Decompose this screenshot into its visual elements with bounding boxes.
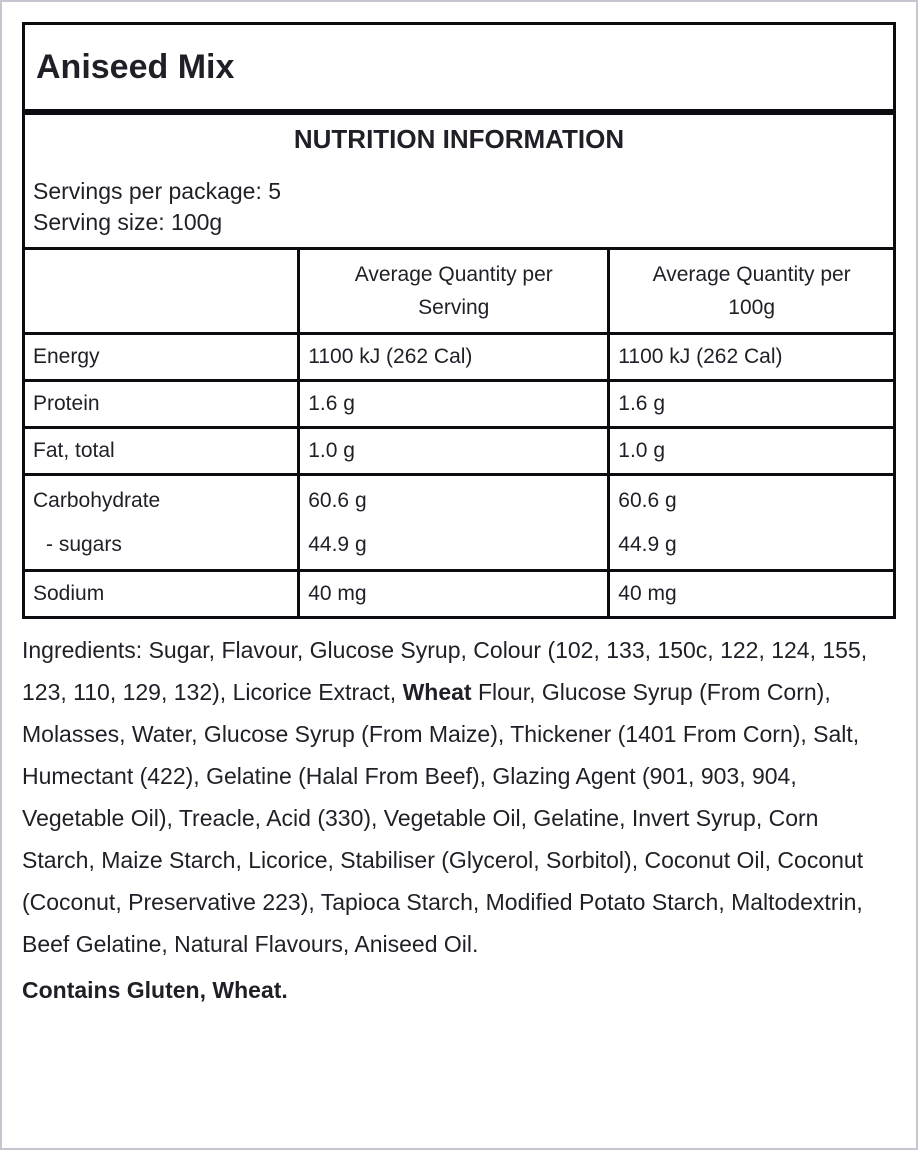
- product-title-box: Aniseed Mix: [22, 22, 896, 112]
- table-row-fat-total: Fat, total 1.0 g 1.0 g: [21, 426, 896, 476]
- nutrition-information-panel: NUTRITION INFORMATION Servings per packa…: [21, 112, 896, 619]
- servings-per-package: Servings per package: 5: [33, 178, 282, 204]
- panel-intro-row: NUTRITION INFORMATION Servings per packa…: [22, 112, 896, 250]
- nutrition-label-sheet: Aniseed Mix NUTRITION INFORMATION Servin…: [21, 22, 896, 1011]
- nutrient-value-per-100g: 1.6 g: [607, 379, 896, 429]
- ingredients-text-continued: Flour, Glucose Syrup (From Corn), Molass…: [22, 679, 864, 957]
- sugars-label: - sugars: [46, 533, 122, 556]
- nutrient-value-per-100g: 1.0 g: [607, 426, 896, 476]
- sugars-value-per-serving: 44.9 g: [308, 533, 367, 556]
- table-row-carbohydrate-sugars: Carbohydrate - sugars 60.6 g 44.9 g 60.6…: [21, 473, 896, 572]
- carbohydrate-value-per-serving: 60.6 g: [308, 489, 367, 512]
- nutrient-label: Sodium: [21, 569, 301, 619]
- table-header-row: Average Quantity per Serving Average Qua…: [21, 247, 896, 335]
- nutrient-value-per-100g: 40 mg: [607, 569, 896, 619]
- table-row-protein: Protein 1.6 g 1.6 g: [21, 379, 896, 429]
- nutrient-label: Carbohydrate - sugars: [21, 473, 301, 572]
- column-header-per-serving: Average Quantity per Serving: [297, 247, 611, 335]
- nutrient-value-per-100g: 1100 kJ (262 Cal): [607, 332, 896, 382]
- nutrient-value-per-serving: 1100 kJ (262 Cal): [297, 332, 611, 382]
- ingredients-allergen-term: Wheat: [402, 679, 472, 705]
- ingredients-paragraph: Ingredients: Sugar, Flavour, Glucose Syr…: [22, 629, 896, 965]
- nutrient-value-per-serving: 1.6 g: [297, 379, 611, 429]
- nutrient-value-per-serving: 1.0 g: [297, 426, 611, 476]
- table-row-sodium: Sodium 40 mg 40 mg: [21, 569, 896, 619]
- column-header-blank: [21, 247, 301, 335]
- allergen-statement: Contains Gluten, Wheat.: [22, 977, 288, 1003]
- product-title: Aniseed Mix: [36, 48, 235, 86]
- nutrient-value-per-100g: 60.6 g 44.9 g: [607, 473, 896, 572]
- nutrient-label: Protein: [21, 379, 301, 429]
- nutrient-value-per-serving: 60.6 g 44.9 g: [297, 473, 611, 572]
- nutrient-label: Energy: [21, 332, 301, 382]
- table-row-energy: Energy 1100 kJ (262 Cal) 1100 kJ (262 Ca…: [21, 332, 896, 382]
- column-header-per-100g: Average Quantity per 100g: [607, 247, 896, 335]
- nutrient-label: Fat, total: [21, 426, 301, 476]
- ingredients-text: Ingredients: Sugar, Flavour, Glucose Syr…: [22, 637, 868, 705]
- nutrition-heading: NUTRITION INFORMATION: [293, 124, 625, 154]
- nutrient-value-per-serving: 40 mg: [297, 569, 611, 619]
- panel-intro-cell: NUTRITION INFORMATION Servings per packa…: [22, 112, 896, 250]
- serving-size: Serving size: 100g: [33, 209, 223, 235]
- carbohydrate-label: Carbohydrate: [33, 489, 161, 512]
- sugars-value-per-100g: 44.9 g: [618, 533, 677, 556]
- carbohydrate-value-per-100g: 60.6 g: [618, 489, 677, 512]
